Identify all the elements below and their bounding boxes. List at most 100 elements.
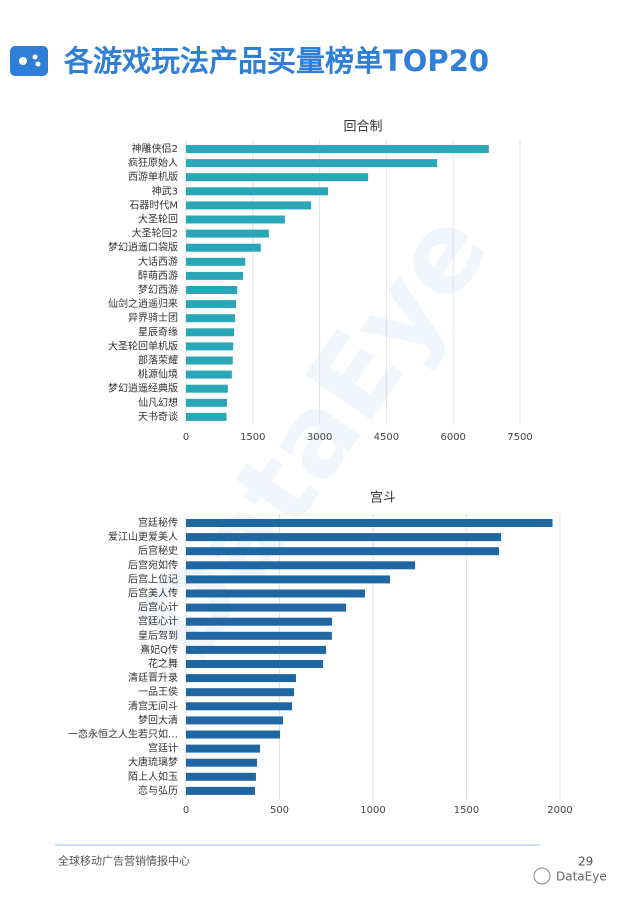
y-tick-label: 后宫美人传	[128, 587, 178, 600]
footer-brand: DataEye	[556, 870, 607, 884]
y-tick-label: 梦幻逍遥经典版	[108, 382, 178, 395]
bar	[186, 300, 236, 309]
bar	[186, 243, 261, 252]
y-tick-label: 后宫秘史	[138, 544, 178, 557]
bar	[186, 215, 285, 224]
bar	[186, 716, 284, 725]
y-tick-label: 后宫心计	[138, 601, 178, 614]
y-tick-label: 大圣轮回2	[132, 227, 178, 240]
x-tick-label: 7500	[507, 432, 532, 443]
bar	[186, 159, 438, 168]
bar	[186, 575, 391, 584]
x-tick-label: 0	[183, 432, 189, 443]
y-tick-label: 清廷晋升录	[128, 671, 178, 684]
y-tick-label: 大圣轮回单机版	[108, 339, 178, 352]
y-tick-label: 宫廷秘传	[138, 516, 178, 529]
chart-title: 回合制	[343, 120, 382, 135]
page-title: 各游戏玩法产品买量榜单TOP20	[63, 44, 489, 78]
y-tick-label: 部落荣耀	[138, 354, 178, 367]
bar	[186, 786, 256, 795]
x-tick-label: 4500	[374, 432, 399, 443]
bar	[186, 688, 295, 697]
y-tick-label: 石器时代M	[129, 199, 178, 211]
y-tick-label: 熹妃Q传	[140, 643, 178, 656]
y-tick-label: 仙剑之逍遥归来	[108, 297, 178, 310]
bar	[186, 744, 261, 753]
x-tick-label: 1000	[360, 805, 385, 816]
bar	[186, 702, 293, 711]
y-tick-label: 异界骑士团	[128, 311, 178, 324]
bar	[186, 561, 416, 570]
y-tick-label: 大话西游	[138, 255, 178, 268]
bar	[186, 617, 333, 626]
bar	[186, 772, 256, 781]
y-tick-label: 爱江山更爱美人	[108, 530, 178, 543]
y-tick-label: 恋与弘历	[138, 784, 178, 797]
y-tick-label: 一恋永恒之人生若只如…	[68, 728, 178, 741]
y-tick-label: 醉萌西游	[138, 269, 178, 282]
y-tick-label: 桃源仙境	[138, 368, 178, 381]
y-tick-label: 大圣轮回	[138, 213, 178, 226]
y-tick-label: 后宫宛如传	[128, 558, 178, 571]
icon-dot	[32, 54, 38, 60]
x-tick-label: 6000	[440, 432, 465, 443]
y-tick-label: 疯狂原始人	[128, 156, 178, 169]
bar	[186, 758, 258, 767]
icon-dot	[19, 57, 27, 65]
bar	[186, 519, 553, 527]
y-tick-label: 大唐琉璃梦	[128, 756, 178, 769]
bar	[186, 412, 227, 421]
icon-dot	[35, 61, 41, 67]
header-icon	[10, 46, 48, 76]
bar	[186, 645, 327, 654]
bar	[186, 271, 244, 280]
bar	[186, 730, 281, 739]
bar	[186, 286, 238, 294]
page-number: 29	[578, 855, 593, 869]
y-tick-label: 梦幻逍遥口袋版	[108, 241, 178, 254]
y-tick-label: 天书奇谈	[138, 410, 178, 423]
y-tick-label: 宫廷心计	[138, 615, 178, 628]
x-tick-label: 500	[270, 805, 289, 816]
bar	[186, 314, 235, 323]
y-tick-label: 皇后驾到	[138, 629, 178, 642]
y-tick-label: 仙凡幻想	[138, 396, 178, 409]
y-tick-label: 梦回大清	[138, 713, 178, 726]
bar	[186, 398, 227, 407]
y-tick-label: 清宫无间斗	[128, 699, 178, 712]
y-tick-label: 花之舞	[148, 657, 178, 670]
y-tick-label: 星辰奇缘	[138, 325, 178, 338]
x-tick-label: 0	[183, 805, 189, 816]
bar	[186, 356, 233, 365]
charts: 回合制 0 1500 3000 4500 6000 7500 神雕侠侣2疯狂原始人西游单机版神…	[68, 120, 573, 817]
y-tick-label: 梦幻西游	[138, 283, 178, 296]
bar	[186, 603, 347, 612]
bar	[186, 328, 235, 337]
bar	[186, 370, 232, 379]
bar	[186, 229, 269, 238]
bar	[186, 173, 369, 182]
y-tick-label: 宫廷计	[148, 742, 178, 755]
footer-text: 全球移动广告营销情报中心	[58, 854, 190, 868]
bar	[186, 533, 502, 542]
bar	[186, 547, 500, 556]
x-tick-label: 2000	[547, 805, 572, 816]
bar	[186, 384, 228, 393]
bar	[186, 342, 234, 351]
y-tick-label: 神雕侠侣2	[132, 142, 178, 155]
bar	[186, 660, 324, 668]
y-tick-label: 后宫上位记	[128, 572, 178, 585]
bar	[186, 674, 296, 683]
chart-title: 宫斗	[370, 491, 396, 506]
wechat-icon	[533, 867, 551, 885]
bar	[186, 257, 246, 266]
bar	[186, 201, 312, 210]
y-tick-label: 西游单机版	[128, 170, 178, 183]
bar	[186, 187, 329, 196]
x-tick-label: 1500	[240, 432, 265, 443]
y-tick-label: 神武3	[152, 184, 178, 197]
bar	[186, 589, 365, 598]
x-tick-label: 3000	[307, 432, 332, 443]
